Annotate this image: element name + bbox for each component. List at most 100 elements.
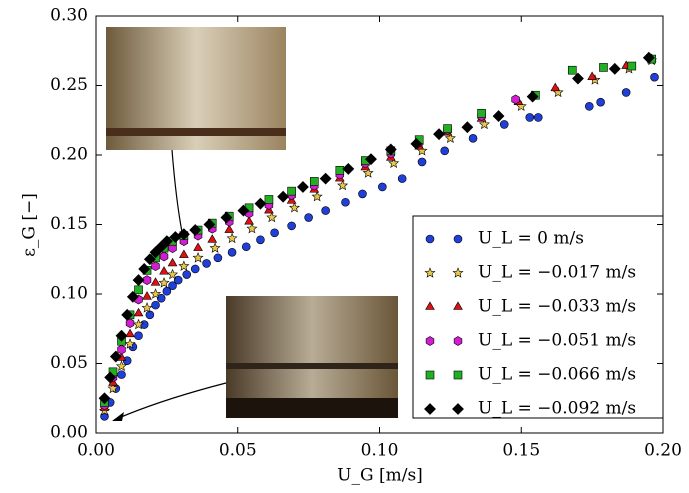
point: [202, 259, 211, 268]
point: [115, 360, 128, 371]
point: [468, 134, 478, 143]
point: [121, 308, 134, 321]
inset-photo: [226, 296, 398, 418]
point: [492, 110, 505, 123]
legend-marker: [425, 301, 435, 310]
point: [150, 288, 162, 299]
point: [550, 82, 561, 92]
point: [213, 253, 223, 263]
point: [270, 228, 279, 238]
point: [587, 71, 597, 80]
legend-marker: [453, 336, 463, 346]
arrow: [171, 149, 183, 233]
point: [142, 275, 152, 285]
point: [478, 118, 490, 130]
y-tick-label: 0.25: [50, 75, 88, 95]
point: [342, 162, 355, 175]
point: [167, 268, 179, 280]
point: [287, 221, 296, 231]
point: [362, 167, 374, 178]
point: [378, 182, 387, 192]
point: [115, 329, 128, 342]
point: [433, 128, 445, 141]
point: [311, 190, 323, 202]
legend-marker: [452, 403, 464, 415]
legend-marker: [425, 336, 435, 346]
point: [319, 172, 332, 185]
plot-area: [98, 51, 659, 421]
point: [533, 113, 543, 122]
point: [254, 197, 267, 210]
point: [150, 277, 161, 286]
point: [125, 318, 135, 329]
point: [627, 61, 637, 71]
point: [443, 124, 452, 133]
point: [596, 97, 605, 107]
point: [168, 243, 177, 253]
legend-marker: [452, 267, 464, 278]
point: [226, 232, 238, 244]
point: [335, 165, 345, 175]
point: [264, 195, 274, 204]
inset-photo-band: [226, 363, 398, 369]
point: [117, 344, 126, 355]
point: [417, 157, 427, 167]
point: [104, 371, 117, 384]
inset-photo-band: [106, 128, 286, 136]
point: [207, 234, 218, 243]
point: [109, 350, 122, 363]
point: [182, 270, 192, 279]
point: [133, 307, 144, 317]
point: [388, 157, 400, 169]
point: [190, 264, 200, 274]
legend-marker: [425, 234, 435, 244]
point: [511, 94, 520, 105]
point: [337, 179, 349, 191]
x-tick-label: 0.00: [77, 441, 115, 461]
point: [444, 132, 456, 144]
point: [599, 63, 608, 72]
point: [321, 206, 330, 215]
point: [246, 222, 258, 234]
point: [189, 224, 202, 236]
legend-marker: [453, 234, 463, 244]
point: [151, 300, 160, 310]
y-tick-label: 0.00: [50, 423, 88, 443]
legend-marker: [453, 370, 463, 380]
point: [178, 260, 190, 271]
legend-label: U_L = 0 m/s: [478, 229, 584, 249]
legend-marker: [424, 267, 436, 278]
x-tick-label: 0.10: [361, 441, 399, 461]
point: [193, 242, 203, 251]
point: [526, 90, 539, 103]
point: [138, 263, 151, 275]
point: [220, 211, 233, 224]
point: [287, 186, 296, 196]
point: [288, 202, 300, 213]
point: [168, 281, 177, 290]
arrow-head: [112, 412, 124, 421]
legend-entries: U_L = 0 m/s U_L = −0.017 m/s U_L = −0.033 …: [424, 229, 636, 419]
point: [499, 120, 509, 129]
y-tick-label: 0.10: [50, 284, 88, 304]
arrow: [113, 382, 227, 421]
y-tick-label: 0.15: [50, 214, 88, 234]
point: [567, 65, 577, 75]
point: [179, 249, 189, 258]
point: [241, 242, 251, 252]
point: [461, 121, 474, 134]
x-axis-label: U_G [m/s]: [337, 466, 423, 486]
point: [304, 213, 313, 222]
legend-marker: [453, 301, 463, 310]
point: [158, 277, 170, 288]
y-tick-label: 0.20: [50, 145, 88, 165]
legend-label: U_L = −0.051 m/s: [478, 331, 636, 351]
x-tick-label: 0.05: [219, 441, 257, 461]
point: [584, 102, 594, 111]
point: [209, 242, 221, 253]
point: [297, 181, 309, 193]
point: [358, 189, 367, 199]
x-tick-label: 0.15: [502, 441, 540, 461]
point: [256, 235, 265, 245]
